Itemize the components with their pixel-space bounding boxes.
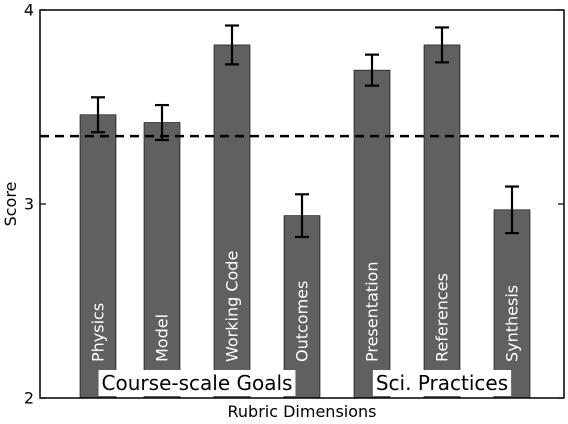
error-bar xyxy=(295,193,309,239)
y-tick-label: 3 xyxy=(24,195,34,214)
error-bar xyxy=(225,24,239,66)
bar-physics xyxy=(79,114,117,399)
bar-label: Synthesis xyxy=(503,285,522,362)
error-bar xyxy=(155,103,169,142)
bar-synthesis xyxy=(493,209,531,399)
bar-outcomes xyxy=(283,215,321,399)
y-tick-label: 4 xyxy=(24,1,34,20)
group-label-text: Sci. Practices xyxy=(376,371,508,395)
y-tick-label: 2 xyxy=(24,389,34,408)
bar-label: Presentation xyxy=(363,262,382,362)
group-label-text: Course-scale Goals xyxy=(102,371,293,395)
error-bar xyxy=(505,185,519,235)
bar-label: Physics xyxy=(89,303,108,362)
bar-label: References xyxy=(433,273,452,362)
y-ticks-layer: 2 3 4 xyxy=(24,1,564,408)
group-label-background xyxy=(98,370,296,396)
y-axis-label: Score xyxy=(1,182,20,227)
group-labels-layer: Course-scale Goals Sci. Practices xyxy=(98,370,512,396)
bar-working-code xyxy=(213,44,251,399)
bar-labels-layer: Physics Model Working Code Outcomes Presenta… xyxy=(89,251,522,362)
error-bar xyxy=(365,53,379,87)
group-label: Course-scale Goals xyxy=(98,370,296,396)
group-label: Sci. Practices xyxy=(372,370,512,396)
bar-label: Outcomes xyxy=(293,281,312,362)
bar-label: Working Code xyxy=(223,251,242,362)
error-bar xyxy=(435,26,449,64)
group-label-background xyxy=(372,370,512,396)
error-bars-layer xyxy=(91,24,519,239)
error-bar xyxy=(91,96,105,134)
bar-label: Model xyxy=(153,314,172,362)
bars-layer xyxy=(79,44,531,399)
x-axis-label: Rubric Dimensions xyxy=(228,402,377,421)
